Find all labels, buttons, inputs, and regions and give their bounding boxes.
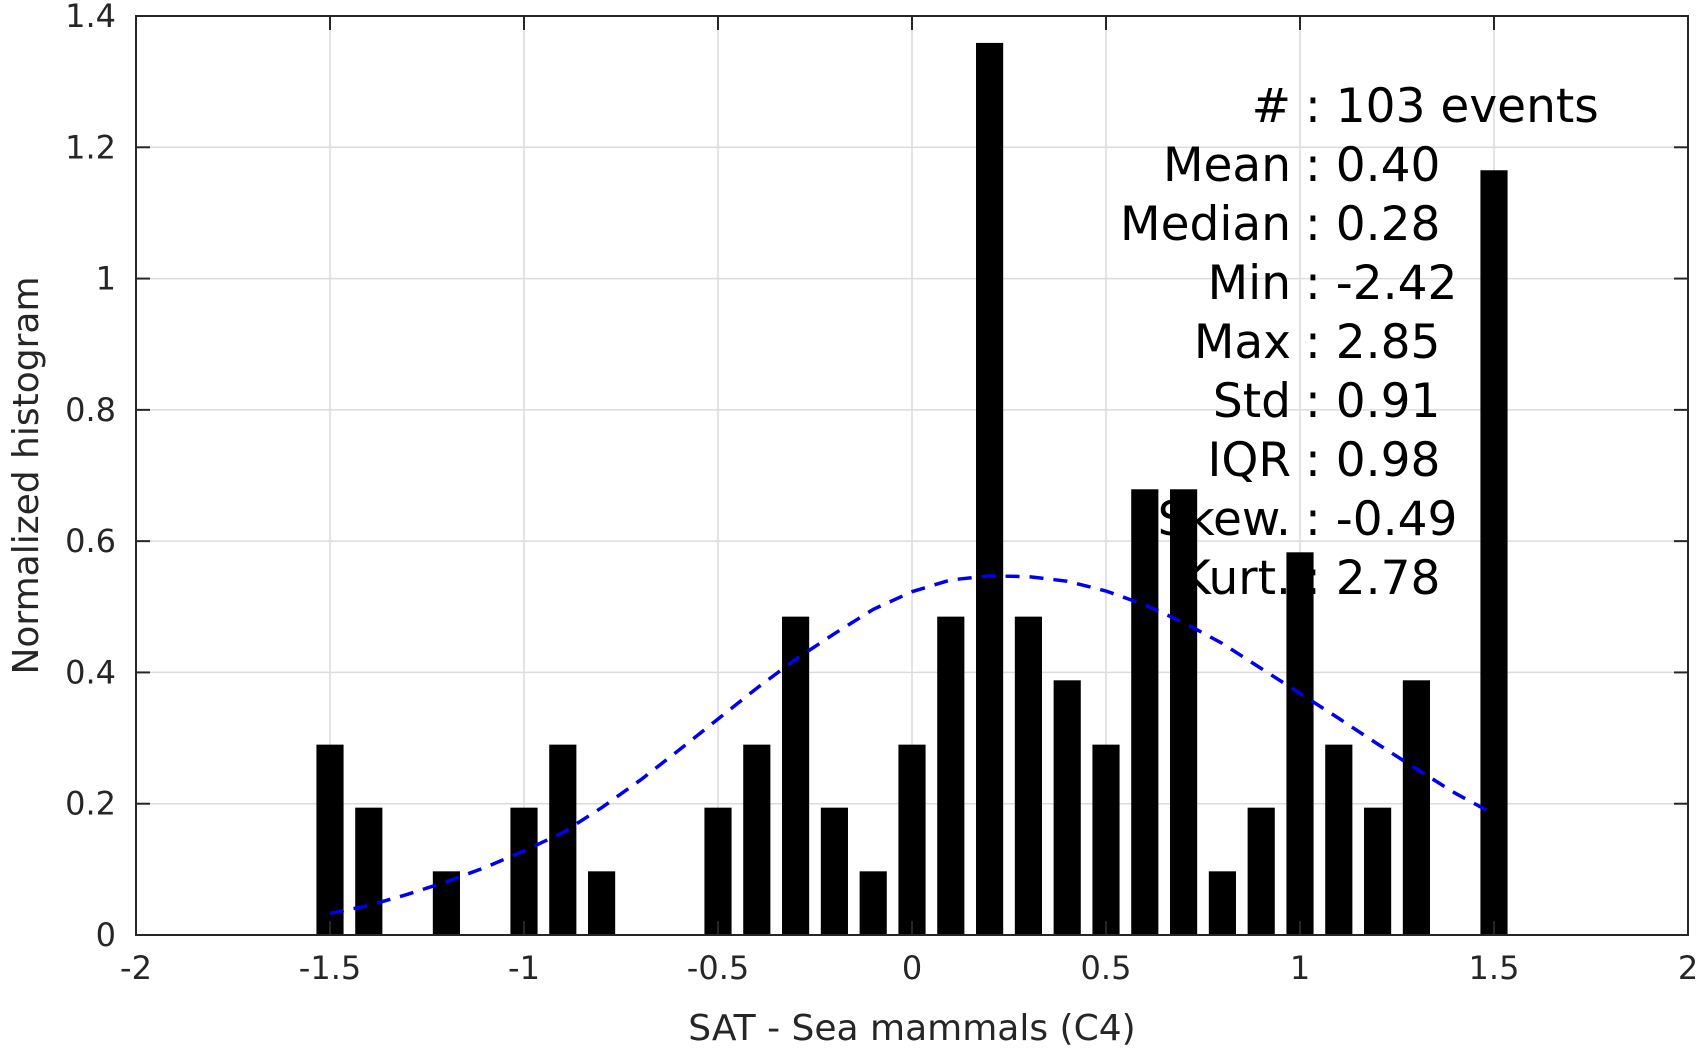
- bar-8: [782, 616, 810, 935]
- stats-label-4: Max: [1194, 315, 1291, 370]
- stats-line-3: Min : -2.42: [1208, 256, 1458, 311]
- stats-label-3: Min: [1208, 256, 1291, 311]
- bar-13: [976, 42, 1004, 935]
- stats-label-7: Skew.: [1158, 492, 1291, 547]
- stats-line-2: Median : 0.28: [1120, 197, 1440, 252]
- y-tick-label-2: 0.4: [65, 653, 116, 691]
- x-tick-label-6: 1: [1290, 949, 1310, 987]
- y-tick-label-7: 1.4: [65, 0, 116, 35]
- bar-7: [743, 744, 771, 935]
- x-tick-label-3: -0.5: [687, 949, 749, 987]
- bar-24: [1402, 680, 1430, 935]
- stats-box: # : 103 events Mean : 0.40 Median : 0.28 Min : …: [1120, 79, 1599, 606]
- stats-value-4: : 2.85: [1305, 315, 1440, 370]
- bar-11: [898, 744, 926, 935]
- axis-ticks: [135, 15, 1689, 936]
- bar-22: [1325, 744, 1353, 935]
- bar-20: [1247, 807, 1275, 935]
- bar-14: [1014, 616, 1042, 935]
- stats-line-7: Skew. : -0.49: [1158, 492, 1458, 547]
- stats-line-8: Kurt. : 2.78: [1180, 551, 1440, 606]
- y-tick-label-3: 0.6: [65, 522, 116, 560]
- x-tick-label-1: -1.5: [299, 949, 361, 987]
- bar-21: [1286, 552, 1314, 935]
- bar-6: [704, 807, 732, 935]
- x-axis-label: SAT - Sea mammals (C4): [688, 1008, 1135, 1049]
- bar-9: [820, 807, 848, 935]
- stats-value-1: : 0.40: [1305, 138, 1440, 193]
- x-tick-label-8: 2: [1678, 949, 1698, 987]
- bar-15: [1053, 680, 1081, 935]
- stats-value-7: : -0.49: [1305, 492, 1457, 547]
- x-tick-label-2: -1: [508, 949, 540, 987]
- stats-line-0: # : 103 events: [1252, 79, 1599, 134]
- bar-17: [1131, 489, 1159, 935]
- y-tick-label-0: 0: [96, 916, 116, 954]
- y-tick-label-4: 0.8: [65, 391, 116, 429]
- bar-19: [1208, 871, 1236, 935]
- x-tick-labels: -2 -1.5 -1 -0.5 0 0.5 1 1.5 2: [120, 949, 1698, 987]
- stats-value-6: : 0.98: [1305, 433, 1440, 488]
- y-axis-label: Normalized histogram: [6, 276, 47, 674]
- histogram-bars: [316, 42, 1508, 935]
- stats-line-4: Max : 2.85: [1194, 315, 1441, 370]
- bar-18: [1170, 489, 1198, 935]
- bar-12: [937, 616, 965, 935]
- stats-value-8: : 2.78: [1305, 551, 1440, 606]
- stats-label-8: Kurt.: [1180, 551, 1291, 606]
- x-tick-label-0: -2: [120, 949, 152, 987]
- stats-line-6: IQR : 0.98: [1207, 433, 1440, 488]
- bar-5: [588, 871, 616, 935]
- stats-line-5: Std : 0.91: [1213, 374, 1441, 429]
- x-tick-label-4: 0: [902, 949, 922, 987]
- y-tick-label-6: 1.2: [65, 128, 116, 166]
- stats-line-1: Mean : 0.40: [1163, 138, 1441, 193]
- stats-value-0: : 103 events: [1305, 79, 1599, 134]
- stats-value-5: : 0.91: [1305, 374, 1440, 429]
- y-tick-label-1: 0.2: [65, 785, 116, 823]
- bar-1: [355, 807, 383, 935]
- fit-curve: [329, 574, 1495, 916]
- y-tick-label-5: 1: [96, 260, 116, 298]
- bar-4: [549, 744, 577, 935]
- bar-0: [316, 744, 344, 935]
- bar-23: [1364, 807, 1392, 935]
- y-tick-labels: 0 0.2 0.4 0.6 0.8 1 1.2 1.4: [65, 0, 116, 954]
- bar-3: [510, 807, 538, 935]
- stats-label-0: #: [1252, 79, 1291, 134]
- stats-label-2: Median: [1120, 197, 1291, 252]
- stats-value-2: : 0.28: [1305, 197, 1440, 252]
- stats-label-6: IQR: [1207, 433, 1291, 488]
- stats-label-1: Mean: [1163, 138, 1291, 193]
- x-tick-label-5: 0.5: [1081, 949, 1132, 987]
- stats-value-3: : -2.42: [1305, 256, 1457, 311]
- stats-label-5: Std: [1213, 374, 1291, 429]
- x-tick-label-7: 1.5: [1469, 949, 1520, 987]
- bar-16: [1092, 744, 1120, 935]
- bar-10: [859, 871, 887, 935]
- bar-25: [1480, 170, 1508, 935]
